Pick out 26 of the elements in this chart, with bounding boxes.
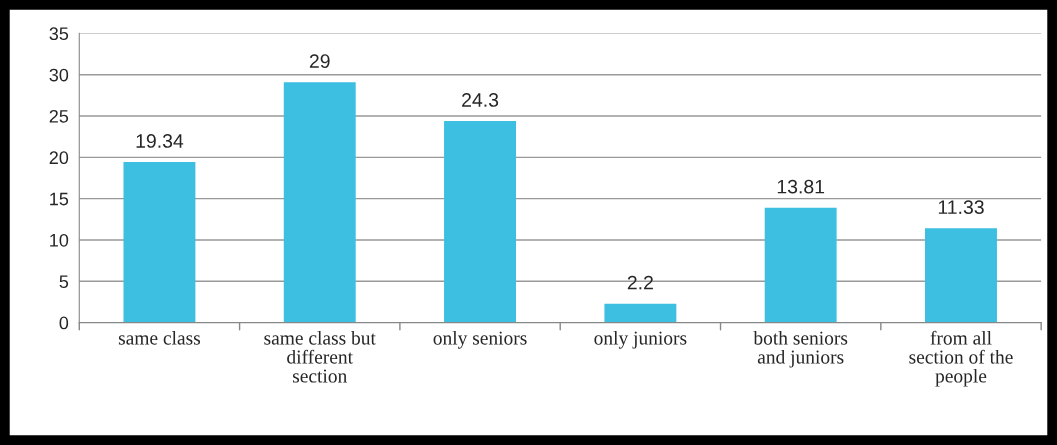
bar bbox=[444, 121, 517, 323]
data-label: 19.34 bbox=[136, 134, 184, 148]
x-tick-label: only juniors bbox=[594, 330, 687, 349]
data-label: 11.33 bbox=[938, 200, 984, 215]
x-tick-label: both seniors and juniors bbox=[753, 330, 848, 368]
x-tick-label: same class but different section bbox=[264, 330, 376, 383]
y-tick-label: 30 bbox=[49, 68, 69, 82]
y-tick-label: 35 bbox=[49, 27, 69, 41]
y-tick-label: 20 bbox=[49, 151, 69, 165]
x-tick-label: only seniors bbox=[433, 330, 527, 349]
bar bbox=[764, 207, 837, 323]
bar bbox=[123, 162, 196, 323]
x-tick-label: same class bbox=[118, 330, 201, 345]
data-label: 2.2 bbox=[627, 275, 653, 290]
y-tick-label: 0 bbox=[59, 316, 69, 330]
data-label: 13.81 bbox=[777, 179, 825, 194]
y-tick-label: 5 bbox=[59, 275, 69, 289]
bar bbox=[925, 228, 997, 323]
data-label: 29 bbox=[309, 54, 330, 69]
bar bbox=[604, 303, 677, 323]
bar bbox=[283, 82, 356, 323]
y-tick-label: 25 bbox=[49, 109, 69, 123]
x-tick-label: from all section of the people bbox=[909, 330, 1013, 387]
data-label: 24.3 bbox=[462, 93, 499, 107]
y-tick-label: 15 bbox=[50, 192, 69, 206]
y-tick-label: 10 bbox=[50, 233, 69, 247]
